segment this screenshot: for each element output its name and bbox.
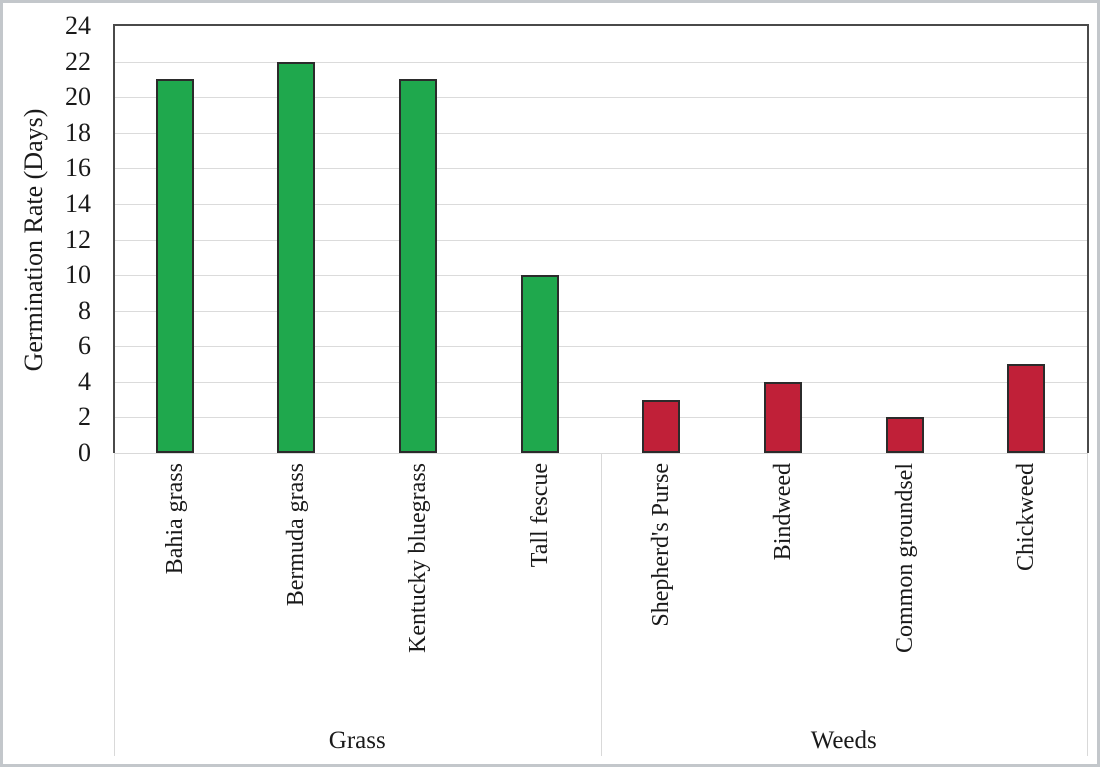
- bar-shepherd-s-purse: [642, 399, 681, 453]
- category-label-shepherd-s-purse: Shepherd's Purse: [648, 463, 675, 627]
- bar-common-groundsel: [885, 417, 924, 453]
- bar-chickweed: [1007, 364, 1046, 453]
- category-divider-0: [114, 453, 115, 756]
- y-tick-label-14: 14: [65, 188, 91, 218]
- gridline-y-20: [114, 97, 1087, 99]
- y-tick-label-18: 18: [65, 117, 91, 147]
- group-label-weeds: Weeds: [810, 727, 877, 754]
- gridline-y-2: [114, 417, 1087, 419]
- category-divider-1: [600, 453, 602, 756]
- plot-border-top: [113, 24, 1089, 26]
- gridline-y-6: [114, 346, 1087, 348]
- gridline-y-12: [114, 239, 1087, 241]
- y-tick-label-20: 20: [65, 82, 91, 112]
- y-tick-label-22: 22: [65, 46, 91, 76]
- category-label-chickweed: Chickweed: [1013, 463, 1040, 571]
- y-tick-label-2: 2: [78, 402, 91, 432]
- gridline-y-14: [114, 203, 1087, 205]
- gridline-y-22: [114, 61, 1087, 63]
- y-tick-label-12: 12: [65, 224, 91, 254]
- bar-bermuda-grass: [277, 61, 316, 453]
- category-divider-2: [1087, 453, 1088, 756]
- gridline-y-16: [114, 168, 1087, 170]
- category-label-common-groundsel: Common groundsel: [891, 463, 918, 653]
- bar-bindweed: [763, 381, 802, 453]
- bar-kentucky-bluegrass: [399, 79, 438, 453]
- y-tick-label-6: 6: [78, 331, 91, 361]
- category-label-tall-fescue: Tall fescue: [526, 463, 553, 568]
- category-label-kentucky-bluegrass: Kentucky bluegrass: [405, 463, 432, 653]
- bar-bahia-grass: [155, 79, 194, 453]
- y-axis-line: [113, 24, 115, 453]
- group-label-grass: Grass: [328, 727, 386, 754]
- category-label-bahia-grass: Bahia grass: [161, 463, 188, 575]
- gridline-y-8: [114, 310, 1087, 312]
- y-tick-label-4: 4: [78, 366, 91, 396]
- gridline-y-4: [114, 381, 1087, 383]
- category-label-bindweed: Bindweed: [769, 463, 796, 561]
- y-tick-label-8: 8: [78, 295, 91, 325]
- category-label-bermuda-grass: Bermuda grass: [283, 463, 310, 607]
- plot-border-right: [1087, 24, 1089, 453]
- y-tick-label-24: 24: [65, 11, 91, 40]
- y-tick-label-0: 0: [78, 438, 91, 467]
- y-tick-label-16: 16: [65, 153, 91, 183]
- y-tick-label-10: 10: [65, 260, 91, 290]
- bar-tall-fescue: [520, 275, 559, 453]
- gridline-y-10: [114, 275, 1087, 277]
- gridline-y-18: [114, 132, 1087, 134]
